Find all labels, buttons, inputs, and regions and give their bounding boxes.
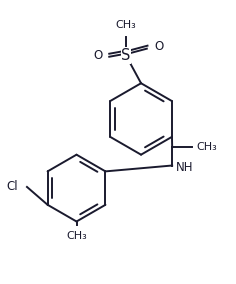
Text: O: O [93, 49, 102, 62]
Text: NH: NH [176, 161, 194, 174]
Text: CH₃: CH₃ [196, 142, 217, 152]
Text: Cl: Cl [6, 180, 18, 193]
Text: CH₃: CH₃ [116, 20, 136, 30]
Text: S: S [121, 48, 131, 63]
Text: CH₃: CH₃ [66, 231, 87, 241]
Text: O: O [154, 40, 164, 53]
